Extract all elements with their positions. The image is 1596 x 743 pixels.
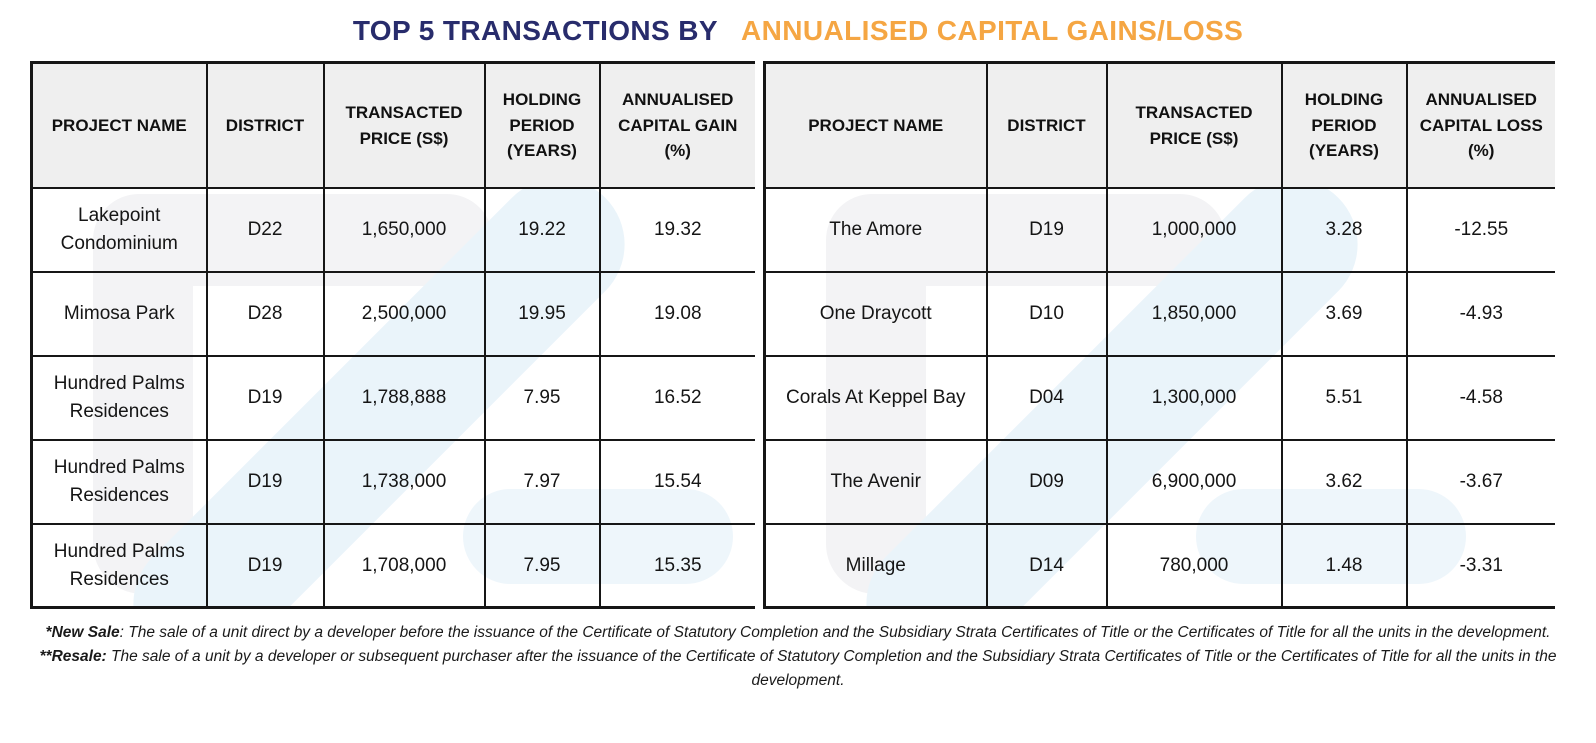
table-cell: The Avenir [763, 438, 988, 525]
table-cell: 6,900,000 [1105, 438, 1283, 525]
table-row: The Avenir D09 6,900,000 3.62 -3.67 [763, 438, 1555, 525]
table-cell: 7.95 [483, 354, 601, 441]
tables-container: PROJECT NAME DISTRICT TRANSACTED PRICE (S$… [30, 61, 1596, 610]
table-cell: -4.93 [1405, 270, 1555, 357]
column-header: PROJECT NAME [30, 61, 208, 189]
footnote-resale-label: **Resale: [39, 648, 107, 666]
table-row: Lakepoint Condominium D22 1,650,000 19.22 19… [30, 186, 755, 273]
table-cell: 19.08 [598, 270, 755, 357]
table-cell: 2,500,000 [322, 270, 486, 357]
header-row: PROJECT NAME DISTRICT TRANSACTED PRICE (S$… [30, 61, 755, 189]
table-cell: D09 [985, 438, 1108, 525]
table-cell: 1,708,000 [322, 522, 486, 609]
table-cell: D19 [205, 354, 325, 441]
column-header: DISTRICT [205, 61, 325, 189]
capital-gains-table: PROJECT NAME DISTRICT TRANSACTED PRICE (S$… [30, 61, 755, 610]
table-cell: D19 [205, 522, 325, 609]
table-cell: 1.48 [1280, 522, 1408, 609]
table-cell: -4.58 [1405, 354, 1555, 441]
column-header: ANNUALISED CAPITAL LOSS (%) [1405, 61, 1555, 189]
table-cell: 1,650,000 [322, 186, 486, 273]
table-cell: D19 [985, 186, 1108, 273]
table-cell: 780,000 [1105, 522, 1283, 609]
footnote-resale: **Resale: The sale of a unit by a develo… [30, 645, 1566, 693]
table-cell: 15.54 [598, 438, 755, 525]
table-cell: -3.67 [1405, 438, 1555, 525]
table-row: Hundred Palms Residences D19 1,738,000 7.97… [30, 438, 755, 525]
capital-loss-table-wrap: PROJECT NAME DISTRICT TRANSACTED PRICE (S$… [763, 61, 1555, 610]
table-cell: 1,000,000 [1105, 186, 1283, 273]
table-cell: 19.95 [483, 270, 601, 357]
footnote-new-sale-text: : The sale of a unit direct by a develop… [119, 624, 1551, 642]
table-cell: The Amore [763, 186, 988, 273]
table-row: Hundred Palms Residences D19 1,788,888 7.95… [30, 354, 755, 441]
column-header: TRANSACTED PRICE (S$) [1105, 61, 1283, 189]
column-header: DISTRICT [985, 61, 1108, 189]
table-cell: Mimosa Park [30, 270, 208, 357]
table-cell: D22 [205, 186, 325, 273]
table-cell: Hundred Palms Residences [30, 522, 208, 609]
table-row: The Amore D19 1,000,000 3.28 -12.55 [763, 186, 1555, 273]
table-cell: 1,788,888 [322, 354, 486, 441]
table-cell: 16.52 [598, 354, 755, 441]
table-cell: 15.35 [598, 522, 755, 609]
table-cell: 3.28 [1280, 186, 1408, 273]
page-title-main: TOP 5 TRANSACTIONS BY [352, 15, 718, 46]
table-cell: Lakepoint Condominium [30, 186, 208, 273]
page-title: TOP 5 TRANSACTIONS BY ANNUALISED CAPITAL… [0, 13, 1596, 49]
column-header: HOLDING PERIOD (YEARS) [1280, 61, 1408, 189]
title-space [726, 15, 734, 46]
page-title-accent: ANNUALISED CAPITAL GAINS/LOSS [741, 15, 1244, 46]
footnotes: *New Sale: The sale of a unit direct by … [30, 621, 1566, 693]
table-cell: 19.32 [598, 186, 755, 273]
footnote-resale-text: The sale of a unit by a developer or sub… [106, 648, 1557, 690]
table-cell: One Draycott [763, 270, 988, 357]
footnote-new-sale-label: *New Sale [45, 624, 120, 642]
table-cell: D10 [985, 270, 1108, 357]
table-cell: 7.97 [483, 438, 601, 525]
table-cell: D28 [205, 270, 325, 357]
table-cell: D04 [985, 354, 1108, 441]
column-header: ANNUALISED CAPITAL GAIN (%) [598, 61, 755, 189]
table-cell: 1,300,000 [1105, 354, 1283, 441]
header-row: PROJECT NAME DISTRICT TRANSACTED PRICE (S$… [763, 61, 1555, 189]
table-cell: -12.55 [1405, 186, 1555, 273]
table-cell: Hundred Palms Residences [30, 354, 208, 441]
table-cell: Millage [763, 522, 988, 609]
footnote-new-sale: *New Sale: The sale of a unit direct by … [30, 621, 1566, 645]
table-cell: Hundred Palms Residences [30, 438, 208, 525]
column-header: TRANSACTED PRICE (S$) [322, 61, 486, 189]
table-cell: D19 [205, 438, 325, 525]
table-row: Corals At Keppel Bay D04 1,300,000 5.51 -4.5… [763, 354, 1555, 441]
table-cell: 19.22 [483, 186, 601, 273]
table-cell: 7.95 [483, 522, 601, 609]
table-cell: D14 [985, 522, 1108, 609]
table-cell: 3.69 [1280, 270, 1408, 357]
table-row: Millage D14 780,000 1.48 -3.31 [763, 522, 1555, 609]
table-cell: Corals At Keppel Bay [763, 354, 988, 441]
table-cell: -3.31 [1405, 522, 1555, 609]
table-cell: 1,738,000 [322, 438, 486, 525]
table-cell: 3.62 [1280, 438, 1408, 525]
table-row: One Draycott D10 1,850,000 3.69 -4.93 [763, 270, 1555, 357]
column-header: PROJECT NAME [763, 61, 988, 189]
table-row: Mimosa Park D28 2,500,000 19.95 19.08 [30, 270, 755, 357]
capital-gains-table-wrap: PROJECT NAME DISTRICT TRANSACTED PRICE (S$… [30, 61, 755, 610]
column-header: HOLDING PERIOD (YEARS) [483, 61, 601, 189]
table-cell: 5.51 [1280, 354, 1408, 441]
capital-loss-table: PROJECT NAME DISTRICT TRANSACTED PRICE (S$… [763, 61, 1555, 610]
table-cell: 1,850,000 [1105, 270, 1283, 357]
table-row: Hundred Palms Residences D19 1,708,000 7.95… [30, 522, 755, 609]
